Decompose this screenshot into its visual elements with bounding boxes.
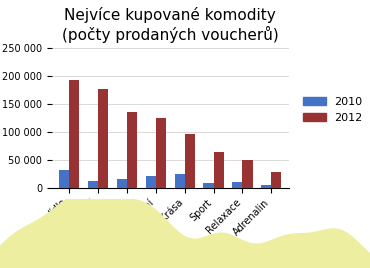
Legend: 2010, 2012: 2010, 2012 <box>299 93 367 127</box>
Bar <box>156 118 166 188</box>
Bar <box>213 152 223 188</box>
Bar <box>59 170 69 188</box>
Bar <box>204 183 213 188</box>
Bar <box>117 179 127 188</box>
Bar <box>98 90 108 188</box>
Bar <box>242 160 252 188</box>
Bar <box>261 185 271 188</box>
Bar <box>185 133 195 188</box>
Bar <box>88 181 98 188</box>
Bar <box>146 176 156 188</box>
Bar <box>127 112 137 188</box>
Title: Nejvíce kupované komodity
(počty prodaných voucherů): Nejvíce kupované komodity (počty prodaný… <box>62 7 279 43</box>
Bar <box>232 182 242 188</box>
Bar <box>175 174 185 188</box>
Bar <box>69 80 79 188</box>
Bar <box>271 172 281 188</box>
